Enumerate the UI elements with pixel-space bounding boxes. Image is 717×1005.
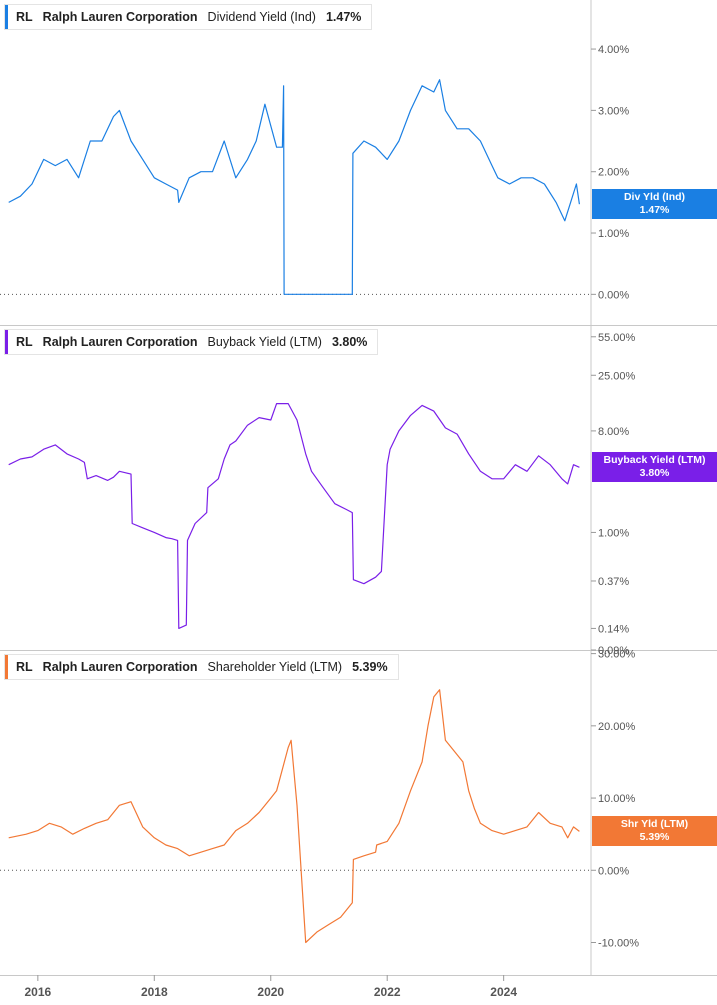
tag-value: 3.80% bbox=[639, 467, 670, 480]
y-tick-label: 0.00% bbox=[598, 289, 629, 301]
ticker-label: RL bbox=[16, 335, 33, 349]
ticker-label: RL bbox=[16, 660, 33, 674]
series-line bbox=[8, 689, 580, 944]
dividend-yield-legend[interactable]: RL Ralph Lauren Corporation Dividend Yie… bbox=[4, 4, 373, 30]
current-value-label: 5.39% bbox=[352, 660, 388, 674]
ticker-label: RL bbox=[16, 10, 33, 24]
series-swatch bbox=[5, 655, 8, 679]
y-tick-label: 0.37% bbox=[598, 576, 629, 588]
current-value-label: 1.47% bbox=[325, 10, 362, 24]
series-line bbox=[8, 79, 580, 295]
company-label: Ralph Lauren Corporation bbox=[42, 335, 198, 349]
company-label: Ralph Lauren Corporation bbox=[42, 10, 198, 24]
y-tick-label: 30.00% bbox=[598, 649, 636, 661]
metric-label: Dividend Yield (Ind) bbox=[207, 10, 316, 24]
x-tick-label: 2018 bbox=[141, 985, 168, 999]
series-swatch bbox=[5, 330, 8, 354]
x-tick-label: 2020 bbox=[257, 985, 284, 999]
buyback-yield-legend[interactable]: RL Ralph Lauren Corporation Buyback Yiel… bbox=[4, 329, 379, 355]
chart-frame bbox=[0, 0, 717, 976]
x-tick-label: 2022 bbox=[374, 985, 401, 999]
tag-label: Div Yld (Ind) bbox=[623, 191, 686, 204]
y-tick-label: -10.00% bbox=[598, 938, 639, 950]
y-tick-label: 3.00% bbox=[598, 105, 629, 117]
x-tick-label: 2016 bbox=[24, 985, 51, 999]
tag-label: Buyback Yield (LTM) bbox=[603, 454, 706, 467]
dividend-yield-value-tag: Div Yld (Ind) 1.47% bbox=[592, 189, 717, 220]
x-axis: 2016 2018 2020 2022 2024 bbox=[24, 975, 517, 999]
x-tick-label: 2024 bbox=[490, 985, 517, 999]
y-tick-label: 55.00% bbox=[598, 332, 636, 344]
buyback-yield-panel: 55.00% 25.00% 8.00% 1.00% 0.37% 0.14% 0.09% bbox=[8, 332, 636, 657]
y-tick-label: 1.00% bbox=[598, 527, 629, 539]
y-tick-label: 20.00% bbox=[598, 721, 636, 733]
y-tick-label: 4.00% bbox=[598, 44, 629, 56]
shareholder-yield-value-tag: Shr Yld (LTM) 5.39% bbox=[592, 816, 717, 847]
y-tick-label: 0.09% bbox=[598, 645, 629, 657]
shareholder-yield-panel: 30.00% 20.00% 10.00% 0.00% -10.00% bbox=[0, 649, 639, 950]
y-tick-label: 2.00% bbox=[598, 167, 629, 179]
tag-label: Shr Yld (LTM) bbox=[620, 818, 689, 831]
metric-label: Shareholder Yield (LTM) bbox=[207, 660, 343, 674]
current-value-label: 3.80% bbox=[331, 335, 368, 349]
metric-label: Buyback Yield (LTM) bbox=[207, 335, 322, 349]
series-line bbox=[8, 403, 580, 630]
company-label: Ralph Lauren Corporation bbox=[42, 660, 198, 674]
y-tick-label: 1.00% bbox=[598, 228, 629, 240]
buyback-yield-value-tag: Buyback Yield (LTM) 3.80% bbox=[592, 452, 717, 483]
tag-value: 1.47% bbox=[639, 204, 670, 217]
y-tick-label: 25.00% bbox=[598, 370, 636, 382]
tag-value: 5.39% bbox=[639, 831, 670, 844]
y-tick-label: 0.14% bbox=[598, 623, 629, 635]
series-swatch bbox=[5, 5, 8, 29]
y-tick-label: 8.00% bbox=[598, 426, 629, 438]
y-tick-label: 10.00% bbox=[598, 793, 636, 805]
shareholder-yield-legend[interactable]: RL Ralph Lauren Corporation Shareholder … bbox=[4, 654, 399, 680]
y-tick-label: 0.00% bbox=[598, 865, 629, 877]
dividend-yield-panel: 4.00% 3.00% 2.00% 1.00% 0.00% bbox=[0, 44, 629, 301]
